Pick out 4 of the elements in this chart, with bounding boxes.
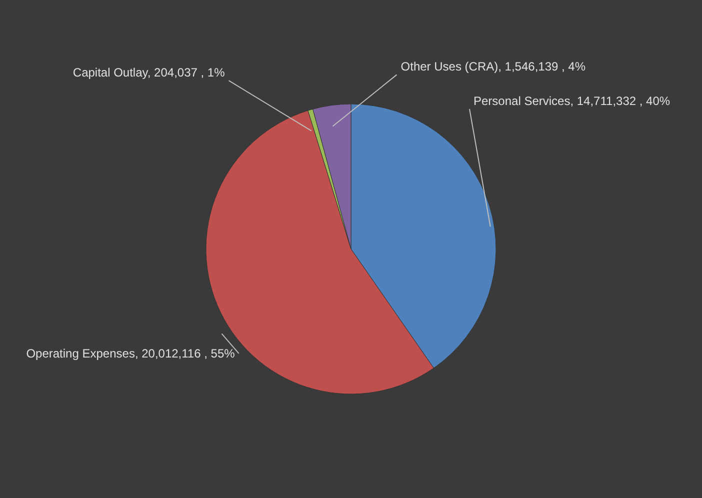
slice-label: Operating Expenses, 20,012,116 , 55%	[26, 346, 236, 360]
slice-label: Other Uses (CRA), 1,546,139 , 4%	[400, 60, 586, 74]
slice-label: Capital Outlay, 204,037 , 1%	[72, 66, 226, 80]
slice-label: Personal Services, 14,711,332 , 40%	[474, 94, 670, 108]
